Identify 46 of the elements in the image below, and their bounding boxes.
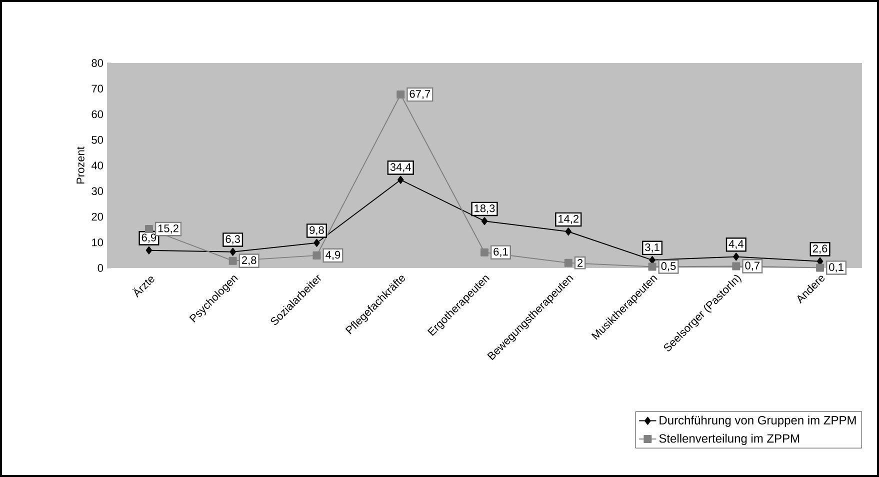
data-label: 0,7 bbox=[745, 262, 760, 271]
data-label: 0,5 bbox=[661, 262, 676, 272]
point bbox=[564, 258, 572, 267]
point bbox=[228, 256, 237, 265]
y-tick-label: 30 bbox=[92, 187, 104, 196]
point bbox=[732, 262, 740, 270]
legend-label: Stellenverteilung im ZPPM bbox=[659, 434, 800, 446]
legend-label: Durchführung von Gruppen im ZPPM bbox=[660, 416, 856, 427]
data-label: 0,1 bbox=[829, 263, 844, 272]
data-label: 34,4 bbox=[390, 163, 411, 172]
y-tick-label: 50 bbox=[92, 136, 104, 144]
point bbox=[146, 246, 152, 254]
y-tick-label: 70 bbox=[92, 84, 104, 93]
data-label: 4,4 bbox=[728, 240, 744, 250]
data-label: 2,8 bbox=[242, 256, 256, 266]
y-tick-label: 20 bbox=[92, 212, 104, 221]
data-label: 6,9 bbox=[142, 234, 156, 243]
point bbox=[565, 228, 572, 236]
point bbox=[733, 252, 740, 261]
data-label: 6,3 bbox=[226, 235, 240, 244]
data-label: 2,6 bbox=[812, 244, 828, 254]
point bbox=[144, 225, 153, 234]
data-label: 18,3 bbox=[474, 204, 495, 214]
y-axis-title: Prozent bbox=[76, 146, 84, 184]
data-label: 6,1 bbox=[494, 248, 508, 257]
point bbox=[314, 238, 320, 247]
data-label: 9,8 bbox=[310, 226, 324, 236]
point bbox=[480, 248, 488, 256]
point bbox=[648, 262, 656, 271]
point bbox=[481, 217, 488, 226]
y-tick-label: 40 bbox=[91, 162, 104, 170]
data-label: 4,9 bbox=[326, 250, 340, 260]
y-tick-label: 60 bbox=[92, 110, 104, 118]
point bbox=[396, 90, 405, 99]
point bbox=[312, 251, 321, 260]
data-label: 2 bbox=[578, 259, 583, 267]
y-tick-label: 10 bbox=[92, 238, 104, 246]
point bbox=[816, 264, 824, 272]
y-tick-label: 80 bbox=[92, 59, 104, 67]
point bbox=[230, 248, 236, 256]
data-label: 15,2 bbox=[158, 224, 178, 234]
data-label: 3,1 bbox=[645, 243, 660, 252]
point bbox=[397, 176, 404, 184]
data-label: 14,2 bbox=[558, 214, 579, 224]
y-tick-label: 0 bbox=[98, 264, 104, 272]
data-label: 67,7 bbox=[410, 90, 430, 100]
